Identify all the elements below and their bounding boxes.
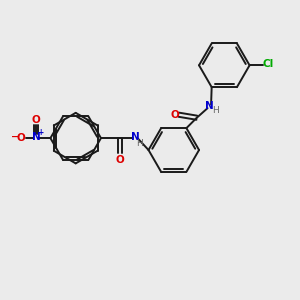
Text: O: O (116, 154, 125, 164)
Text: Cl: Cl (262, 59, 274, 69)
Text: H: H (212, 106, 219, 115)
Text: −: − (11, 132, 19, 142)
Text: O: O (170, 110, 179, 120)
Text: N: N (205, 101, 214, 111)
Text: O: O (32, 115, 40, 125)
Text: N: N (32, 132, 40, 142)
Text: N: N (131, 132, 140, 142)
Text: O: O (16, 133, 26, 142)
Text: H: H (136, 139, 143, 148)
Text: +: + (38, 128, 44, 137)
